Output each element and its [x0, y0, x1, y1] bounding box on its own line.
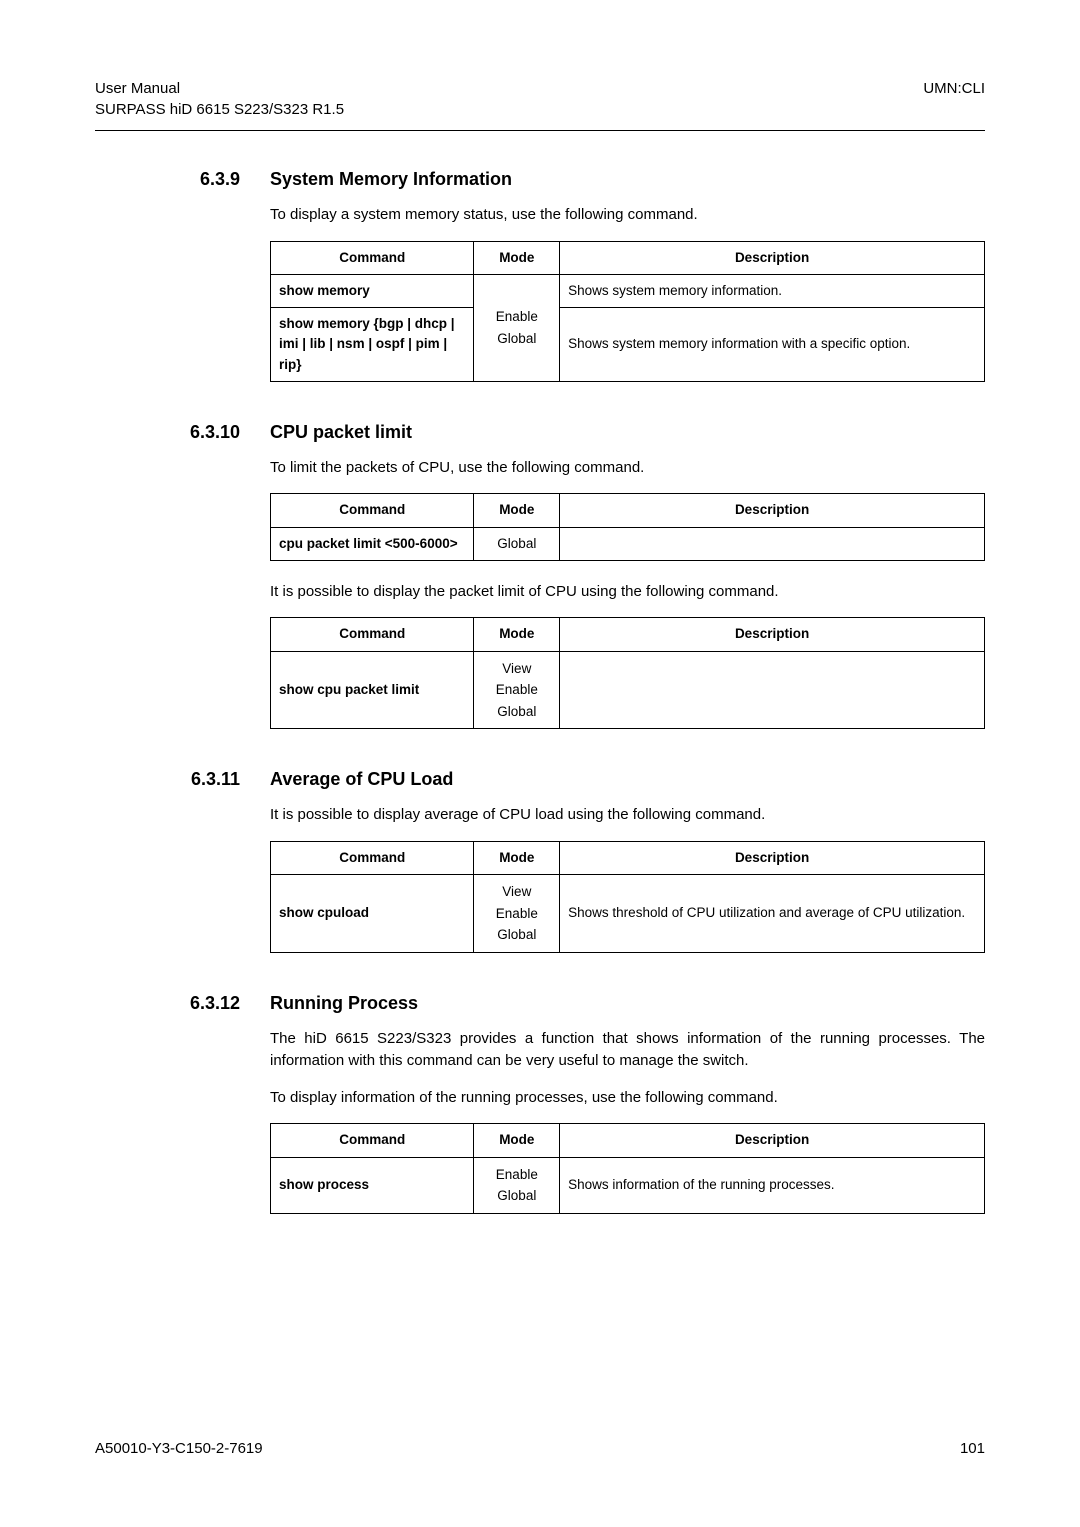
th-command: Command — [271, 618, 474, 651]
th-mode: Mode — [474, 241, 560, 274]
cell-command: show process — [271, 1157, 474, 1213]
table-row: show memory EnableGlobal Shows system me… — [271, 274, 985, 307]
section-number: 6.3.9 — [95, 169, 270, 190]
cell-description: Shows threshold of CPU utilization and a… — [560, 875, 985, 953]
section-body: To limit the packets of CPU, use the fol… — [270, 457, 985, 730]
command-table: Command Mode Description show process En… — [270, 1123, 985, 1213]
th-description: Description — [560, 1124, 985, 1157]
footer-right: 101 — [960, 1440, 985, 1457]
cell-command: show cpu packet limit — [271, 651, 474, 729]
section-number: 6.3.11 — [95, 769, 270, 790]
section-6-3-10: 6.3.10 CPU packet limit To limit the pac… — [95, 422, 985, 730]
header-left: User Manual SURPASS hiD 6615 S223/S323 R… — [95, 78, 344, 120]
section-intro2: To display information of the running pr… — [270, 1087, 985, 1110]
table-header-row: Command Mode Description — [271, 1124, 985, 1157]
th-command: Command — [271, 1124, 474, 1157]
th-description: Description — [560, 841, 985, 874]
th-description: Description — [560, 241, 985, 274]
cell-command: show cpuload — [271, 875, 474, 953]
table-row: cpu packet limit <500-6000> Global — [271, 527, 985, 560]
mode-line: Enable — [496, 309, 538, 324]
cell-command: show memory {bgp | dhcp | imi | lib | ns… — [271, 308, 474, 382]
section-6-3-9: 6.3.9 System Memory Information To displ… — [95, 169, 985, 382]
cell-command: cpu packet limit <500-6000> — [271, 527, 474, 560]
mode-line: Enable — [496, 1167, 538, 1182]
section-heading: 6.3.10 CPU packet limit — [95, 422, 985, 443]
cell-mode: View Enable Global — [474, 875, 560, 953]
section-6-3-11: 6.3.11 Average of CPU Load It is possibl… — [95, 769, 985, 953]
section-body: To display a system memory status, use t… — [270, 204, 985, 382]
table-row: show process Enable Global Shows informat… — [271, 1157, 985, 1213]
section-body: The hiD 6615 S223/S323 provides a functi… — [270, 1028, 985, 1214]
cell-mode: Enable Global — [474, 1157, 560, 1213]
section-6-3-12: 6.3.12 Running Process The hiD 6615 S223… — [95, 993, 985, 1214]
table-row: show memory {bgp | dhcp | imi | lib | ns… — [271, 308, 985, 382]
page-footer: A50010-Y3-C150-2-7619 101 — [95, 1440, 985, 1457]
header-left-line2: SURPASS hiD 6615 S223/S323 R1.5 — [95, 99, 344, 120]
command-table: Command Mode Description cpu packet limi… — [270, 493, 985, 561]
table-header-row: Command Mode Description — [271, 841, 985, 874]
th-mode: Mode — [474, 618, 560, 651]
section-intro2: It is possible to display the packet lim… — [270, 581, 985, 604]
th-description: Description — [560, 494, 985, 527]
header-left-line1: User Manual — [95, 78, 344, 99]
header-right: UMN:CLI — [923, 78, 985, 120]
table-header-row: Command Mode Description — [271, 241, 985, 274]
cell-description: Shows information of the running process… — [560, 1157, 985, 1213]
th-command: Command — [271, 241, 474, 274]
cell-description — [560, 527, 985, 560]
mode-line: Enable — [496, 906, 538, 921]
th-mode: Mode — [474, 1124, 560, 1157]
th-description: Description — [560, 618, 985, 651]
command-table: Command Mode Description show cpu packet… — [270, 617, 985, 729]
cell-command: show memory — [271, 274, 474, 307]
section-heading: 6.3.11 Average of CPU Load — [95, 769, 985, 790]
header-rule — [95, 130, 985, 131]
mode-line: Global — [497, 927, 536, 942]
cell-mode-merged: Enable Global — [474, 274, 560, 381]
page: User Manual SURPASS hiD 6615 S223/S323 R… — [0, 0, 1080, 1527]
th-command: Command — [271, 494, 474, 527]
cell-description: Shows system memory information with a s… — [560, 308, 985, 382]
section-body: It is possible to display average of CPU… — [270, 804, 985, 953]
table-row: show cpu packet limit View Enable Global — [271, 651, 985, 729]
th-mode: Mode — [474, 494, 560, 527]
section-intro: It is possible to display average of CPU… — [270, 804, 985, 827]
section-number: 6.3.10 — [95, 422, 270, 443]
section-title: CPU packet limit — [270, 422, 412, 443]
section-intro: To limit the packets of CPU, use the fol… — [270, 457, 985, 480]
section-title: Average of CPU Load — [270, 769, 453, 790]
page-header: User Manual SURPASS hiD 6615 S223/S323 R… — [95, 78, 985, 120]
cell-mode: Global — [474, 527, 560, 560]
mode-line: Enable — [496, 682, 538, 697]
mode-line: Global — [497, 331, 536, 346]
section-title: System Memory Information — [270, 169, 512, 190]
cell-description: Shows system memory information. — [560, 274, 985, 307]
cell-description — [560, 651, 985, 729]
table-row: show cpuload View Enable Global Shows thre… — [271, 875, 985, 953]
th-mode: Mode — [474, 841, 560, 874]
mode-line: View — [502, 661, 531, 676]
table-header-row: Command Mode Description — [271, 494, 985, 527]
th-command: Command — [271, 841, 474, 874]
command-table: Command Mode Description show memory Ena… — [270, 241, 985, 382]
section-title: Running Process — [270, 993, 418, 1014]
mode-line: View — [502, 884, 531, 899]
section-intro: To display a system memory status, use t… — [270, 204, 985, 227]
section-intro: The hiD 6615 S223/S323 provides a functi… — [270, 1028, 985, 1073]
footer-left: A50010-Y3-C150-2-7619 — [95, 1440, 263, 1457]
table-header-row: Command Mode Description — [271, 618, 985, 651]
section-number: 6.3.12 — [95, 993, 270, 1014]
section-heading: 6.3.12 Running Process — [95, 993, 985, 1014]
command-table: Command Mode Description show cpuload Vi… — [270, 841, 985, 953]
mode-line: Global — [497, 704, 536, 719]
mode-line: Global — [497, 1188, 536, 1203]
section-heading: 6.3.9 System Memory Information — [95, 169, 985, 190]
cell-mode: View Enable Global — [474, 651, 560, 729]
